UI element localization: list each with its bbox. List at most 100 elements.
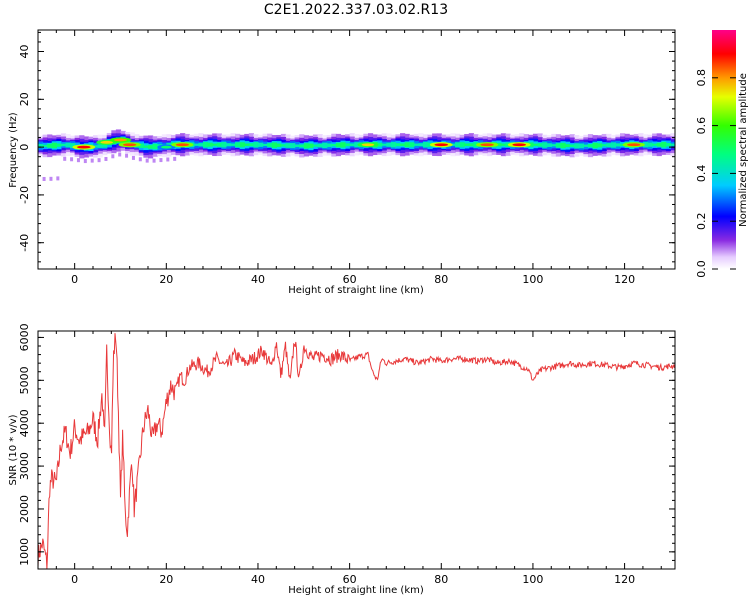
spectrogram-y-label: Frequency (Hz) bbox=[8, 112, 19, 188]
spectrogram-band-cell bbox=[606, 143, 612, 148]
snr-panel: 0 20 40 60 80 100 120100020003000400050006000 … bbox=[8, 323, 676, 596]
spectrogram-band-cell bbox=[221, 142, 227, 148]
spectrogram-speckle bbox=[56, 176, 60, 181]
spectrogram-band-cell bbox=[601, 144, 607, 147]
snr-y-tick-label: 5000 bbox=[18, 366, 31, 394]
spectrogram-hot-spot bbox=[627, 143, 641, 147]
spectrogram-band-cell bbox=[202, 141, 209, 148]
colorbar-tick-label: 0.0 bbox=[695, 260, 708, 278]
spectrogram-band-cell bbox=[345, 143, 351, 147]
spectrogram-speckle bbox=[152, 158, 156, 163]
spectrogram-speckle bbox=[97, 158, 101, 163]
spectrogram-band-cell bbox=[303, 143, 309, 149]
snr-frame bbox=[37, 330, 676, 570]
snr-x-label: Height of straight line (km) bbox=[288, 585, 424, 596]
spectrogram-x-tick-label: 120 bbox=[614, 273, 635, 286]
spectrogram-speckle bbox=[166, 157, 170, 162]
spectrogram-band-cell bbox=[390, 142, 397, 148]
spectrogram-band-cell bbox=[38, 143, 44, 148]
spectrogram-marks bbox=[38, 129, 675, 181]
spectrogram-y-tick-label: -20 bbox=[18, 186, 31, 204]
spectrogram-band-cell bbox=[578, 143, 584, 149]
spectrogram-hot-spot bbox=[114, 138, 127, 142]
spectrogram-band-cell bbox=[267, 143, 273, 147]
spectrogram-band-cell bbox=[620, 143, 626, 146]
spectrogram-band-cell bbox=[569, 144, 575, 147]
spectrogram-band-cell bbox=[349, 143, 355, 147]
spectrogram-band-cell bbox=[661, 141, 667, 148]
spectrogram-speckle bbox=[145, 158, 149, 163]
spectrogram-band-cell bbox=[280, 144, 287, 147]
spectrogram-band-cell bbox=[248, 143, 254, 147]
spectrogram-speckle bbox=[111, 154, 115, 159]
snr-ticks: 0 20 40 60 80 100 120 1000 2000 3000 4000 5000 6000 bbox=[18, 323, 675, 586]
spectrogram-y-tick-label: 40 bbox=[18, 45, 31, 59]
spectrogram-hot-spot bbox=[100, 140, 114, 144]
spectrogram-band-cell bbox=[537, 143, 543, 147]
spectrogram-x-tick-label: 20 bbox=[159, 273, 173, 286]
spectrogram-band-cell bbox=[244, 143, 250, 146]
spectrogram-speckle bbox=[125, 153, 129, 158]
spectrogram-band-cell bbox=[331, 144, 337, 147]
spectrogram-band-cell bbox=[138, 143, 145, 149]
spectrogram-band-cell bbox=[235, 142, 241, 148]
spectrogram-band-cell bbox=[51, 142, 57, 149]
spectrogram-band-cell bbox=[230, 143, 236, 146]
spectrogram-band-cell bbox=[143, 145, 149, 148]
spectrogram-band-cell bbox=[56, 143, 62, 147]
spectrogram-band-cell bbox=[322, 142, 328, 149]
spectrogram-y-tick-label: 20 bbox=[18, 92, 31, 106]
spectrogram-band-cell bbox=[335, 142, 342, 148]
spectrogram-speckle bbox=[76, 158, 80, 163]
spectrogram-band-cell bbox=[294, 144, 300, 148]
snr-x-tick-label: 60 bbox=[343, 573, 357, 586]
spectrogram-band-cell bbox=[422, 142, 429, 148]
spectrogram-hot-spot bbox=[122, 143, 137, 147]
spectrogram-band-cell bbox=[290, 143, 296, 149]
spectrogram-x-tick-label: 0 bbox=[71, 273, 78, 286]
spectrogram-hot-spot bbox=[175, 143, 190, 147]
spectrogram-band-cell bbox=[102, 142, 108, 148]
spectrogram-x-tick-label: 40 bbox=[251, 273, 265, 286]
spectrogram-band-cell bbox=[665, 143, 672, 147]
figure-title: C2E1.2022.337.03.02.R13 bbox=[264, 2, 448, 18]
spectrogram-band-cell bbox=[377, 142, 383, 147]
spectrogram-y-tick-label: 0 bbox=[18, 144, 31, 151]
spectrogram-band-cell bbox=[473, 142, 479, 148]
spectrogram-speckle bbox=[159, 158, 163, 163]
spectrogram-band-cell bbox=[551, 144, 557, 147]
spectrogram-hot-spot bbox=[434, 143, 449, 147]
spectrogram-band-cell bbox=[285, 143, 291, 148]
snr-y-label: SNR (10 * v/v) bbox=[8, 414, 19, 485]
spectrogram-speckle bbox=[42, 176, 46, 181]
spectrogram-hot-spot bbox=[160, 145, 172, 149]
snr-x-tick-label: 100 bbox=[522, 573, 543, 586]
snr-y-tick-label: 1000 bbox=[18, 538, 31, 566]
spectrogram-band-cell bbox=[546, 143, 552, 148]
spectrogram-band-cell bbox=[555, 143, 562, 148]
snr-x-tick-label: 120 bbox=[614, 573, 635, 586]
spectrogram-band-cell bbox=[615, 143, 621, 147]
spectrogram-band-cell bbox=[464, 143, 470, 147]
spectrogram-hot-spot bbox=[480, 143, 494, 147]
spectrogram-x-tick-label: 100 bbox=[522, 273, 543, 286]
spectrogram-band-cell bbox=[652, 143, 658, 146]
snr-y-tick-label: 4000 bbox=[18, 409, 31, 437]
spectrogram-band-cell bbox=[207, 142, 213, 147]
spectrogram-speckle bbox=[138, 157, 142, 162]
spectrogram-hot-spot bbox=[76, 145, 91, 149]
spectrogram-band-cell bbox=[587, 144, 594, 148]
spectrogram-band-cell bbox=[455, 142, 461, 148]
spectrogram-band-cell bbox=[326, 143, 332, 148]
spectrogram-band-cell bbox=[642, 142, 649, 148]
spectrogram-band-cell bbox=[212, 143, 218, 146]
spectrogram-band-cell bbox=[97, 144, 103, 148]
snr-x-tick-label: 80 bbox=[434, 573, 448, 586]
spectrogram-band-cell bbox=[610, 142, 617, 148]
spectrogram-speckle bbox=[83, 159, 87, 164]
spectrogram-band-cell bbox=[565, 144, 571, 148]
spectrogram-band-cell bbox=[225, 143, 232, 147]
spectrogram-band-cell bbox=[459, 142, 465, 148]
colorbar-tick-label: 0.6 bbox=[695, 117, 708, 135]
spectrogram-speckle bbox=[90, 158, 94, 163]
